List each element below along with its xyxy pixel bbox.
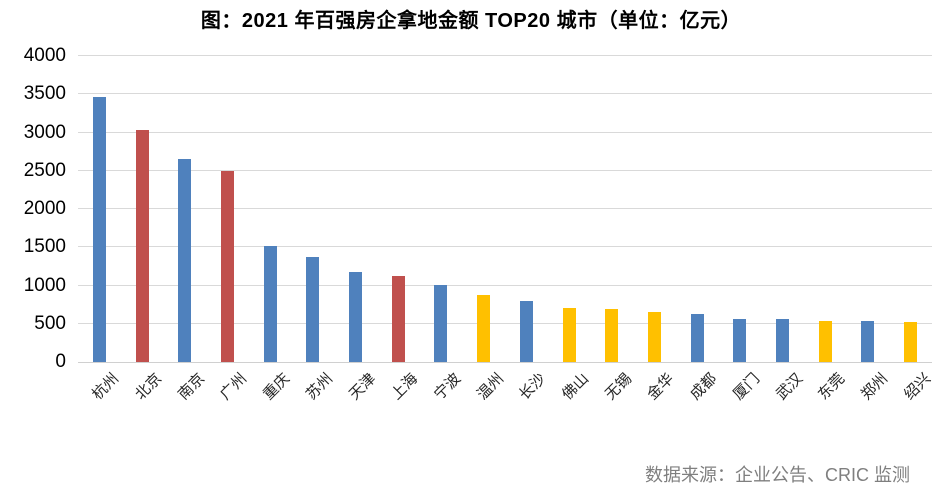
gridline-2000 bbox=[78, 208, 932, 209]
bar-金华 bbox=[647, 312, 661, 362]
bar-长沙 bbox=[519, 301, 533, 362]
bar-成都 bbox=[690, 314, 704, 362]
bar-上海 bbox=[391, 276, 405, 362]
bar-南京 bbox=[178, 159, 192, 362]
x-axis-label-厦门: 厦门 bbox=[729, 370, 764, 404]
x-axis-label-天津: 天津 bbox=[345, 370, 379, 404]
gridline-3000 bbox=[78, 131, 932, 133]
y-axis-label: 500 bbox=[34, 312, 66, 334]
x-axis-label-上海: 上海 bbox=[388, 370, 422, 404]
bar-温州 bbox=[477, 295, 491, 362]
gridline-1000 bbox=[78, 284, 932, 286]
gridline-1500 bbox=[78, 246, 932, 248]
bar-郑州 bbox=[861, 321, 875, 362]
bar-武汉 bbox=[776, 319, 790, 362]
bar-天津 bbox=[349, 272, 363, 362]
x-axis-label-长沙: 长沙 bbox=[516, 370, 550, 404]
bar-佛山 bbox=[562, 308, 576, 362]
x-axis-label-南京: 南京 bbox=[174, 370, 208, 404]
bar-绍兴 bbox=[904, 322, 918, 362]
y-axis-label: 0 bbox=[55, 351, 66, 372]
x-axis-label-温州: 温州 bbox=[473, 370, 507, 404]
x-axis-label-宁波: 宁波 bbox=[430, 370, 465, 404]
bar-重庆 bbox=[263, 246, 277, 362]
x-axis-label-广州: 广州 bbox=[217, 370, 251, 404]
bar-宁波 bbox=[434, 285, 448, 362]
y-axis-label: 3500 bbox=[23, 83, 66, 105]
gridline-4000 bbox=[78, 55, 932, 56]
x-axis-label-郑州: 郑州 bbox=[857, 370, 892, 404]
gridline-500 bbox=[78, 322, 932, 324]
bar-广州 bbox=[220, 171, 234, 362]
x-axis-label-北京: 北京 bbox=[131, 370, 166, 404]
bar-无锡 bbox=[605, 309, 619, 362]
y-axis-label: 2500 bbox=[23, 159, 66, 181]
x-axis-label-无锡: 无锡 bbox=[601, 370, 635, 404]
chart-title: 图：2021 年百强房企拿地金额 TOP20 城市（单位：亿元） bbox=[200, 10, 742, 32]
bar-苏州 bbox=[306, 257, 320, 362]
plot-area: 杭州 北京 南京 广州 重庆 苏州 天津 上海 宁波 温州 长沙 佛山 无锡 金华 成都 厦门 武汉 东莞 郑州 绍兴 bbox=[78, 55, 934, 403]
x-axis-label-绍兴: 绍兴 bbox=[900, 370, 934, 404]
x-axis-label-重庆: 重庆 bbox=[260, 370, 294, 404]
y-axis-label: 3000 bbox=[23, 121, 66, 143]
gridline-3500 bbox=[78, 93, 932, 95]
y-axis-label: 1000 bbox=[23, 274, 66, 296]
y-axis-label: 1500 bbox=[23, 236, 66, 258]
gridline-2500 bbox=[78, 169, 932, 171]
x-axis-label-东莞: 东莞 bbox=[815, 370, 849, 404]
data-source-note: 数据来源：企业公告、CRIC 监测 bbox=[645, 465, 910, 485]
gridline-0 bbox=[78, 362, 932, 363]
x-axis-label-苏州: 苏州 bbox=[302, 370, 337, 404]
bar-杭州 bbox=[92, 97, 106, 362]
x-axis-label-成都: 成都 bbox=[687, 370, 721, 404]
x-axis-label-杭州: 杭州 bbox=[89, 370, 123, 404]
x-axis-label-武汉: 武汉 bbox=[772, 370, 806, 404]
y-axis-label: 4000 bbox=[23, 45, 66, 66]
bar-东莞 bbox=[818, 321, 832, 362]
x-axis-label-佛山: 佛山 bbox=[558, 370, 593, 404]
bar-厦门 bbox=[733, 319, 747, 362]
bar-北京 bbox=[135, 130, 149, 362]
y-axis-label: 2000 bbox=[23, 198, 66, 219]
x-axis-label-金华: 金华 bbox=[644, 370, 678, 404]
